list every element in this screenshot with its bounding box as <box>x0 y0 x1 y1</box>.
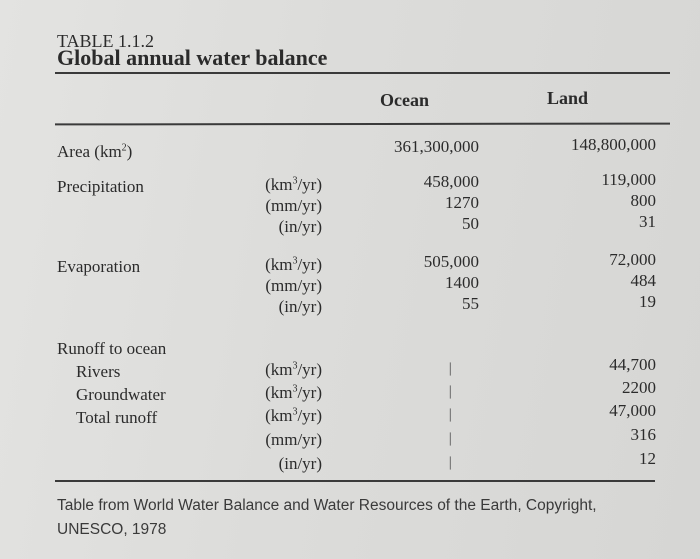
ocean-value-dash: — <box>444 385 459 399</box>
ocean-value-dash: — <box>444 456 459 470</box>
row-unit: (mm/yr) <box>265 196 322 215</box>
row-label: Area (km2) <box>57 142 133 161</box>
land-value: 800 <box>630 191 657 210</box>
row-unit: (km3/yr) <box>265 406 322 425</box>
land-value: 31 <box>639 212 656 231</box>
land-value: 2200 <box>622 378 656 397</box>
column-header-ocean: Ocean <box>380 90 429 110</box>
row-unit: (km3/yr) <box>265 360 322 379</box>
ocean-value: 1270 <box>445 193 479 212</box>
ocean-value-dash: — <box>444 432 459 446</box>
row-label: Runoff to ocean <box>57 339 167 358</box>
top-rule <box>55 72 670 74</box>
ocean-value: 50 <box>462 214 479 233</box>
ocean-value: 458,000 <box>423 172 479 191</box>
land-value: 72,000 <box>609 250 656 269</box>
bottom-rule <box>55 480 655 482</box>
header-rule <box>54 122 671 125</box>
land-value: 316 <box>630 425 657 444</box>
row-label: Evaporation <box>57 257 141 276</box>
ocean-value-dash: — <box>444 362 459 376</box>
footnote-line-1: Table from World Water Balance and Water… <box>57 497 597 514</box>
ocean-value: 361,300,000 <box>394 137 479 156</box>
row-label: Rivers <box>76 362 121 381</box>
row-unit: (mm/yr) <box>265 276 322 295</box>
ocean-value: 1400 <box>445 273 479 292</box>
row-unit: (in/yr) <box>278 297 322 316</box>
land-value: 44,700 <box>609 355 656 374</box>
row-unit: (km3/yr) <box>265 175 322 194</box>
land-value: 47,000 <box>609 401 656 420</box>
land-value: 148,800,000 <box>571 135 656 154</box>
row-unit: (mm/yr) <box>265 430 322 449</box>
row-label: Groundwater <box>76 385 166 404</box>
row-unit: (in/yr) <box>278 217 322 236</box>
row-label: Precipitation <box>57 177 144 196</box>
land-value: 484 <box>630 271 657 290</box>
table-title: Global annual water balance <box>57 45 328 70</box>
ocean-value: 55 <box>462 294 479 313</box>
ocean-value-dash: — <box>444 408 459 422</box>
row-unit: (km3/yr) <box>265 383 322 402</box>
footnote-line-2: UNESCO, 1978 <box>57 521 167 538</box>
land-value: 119,000 <box>601 170 656 189</box>
land-value: 19 <box>639 292 656 311</box>
row-unit: (in/yr) <box>278 454 322 473</box>
row-unit: (km3/yr) <box>265 255 322 274</box>
land-value: 12 <box>639 449 656 468</box>
column-header-land: Land <box>547 88 589 108</box>
row-label: Total runoff <box>76 408 158 427</box>
table-number: TABLE 1.1.2 <box>57 31 155 51</box>
ocean-value: 505,000 <box>423 252 479 271</box>
